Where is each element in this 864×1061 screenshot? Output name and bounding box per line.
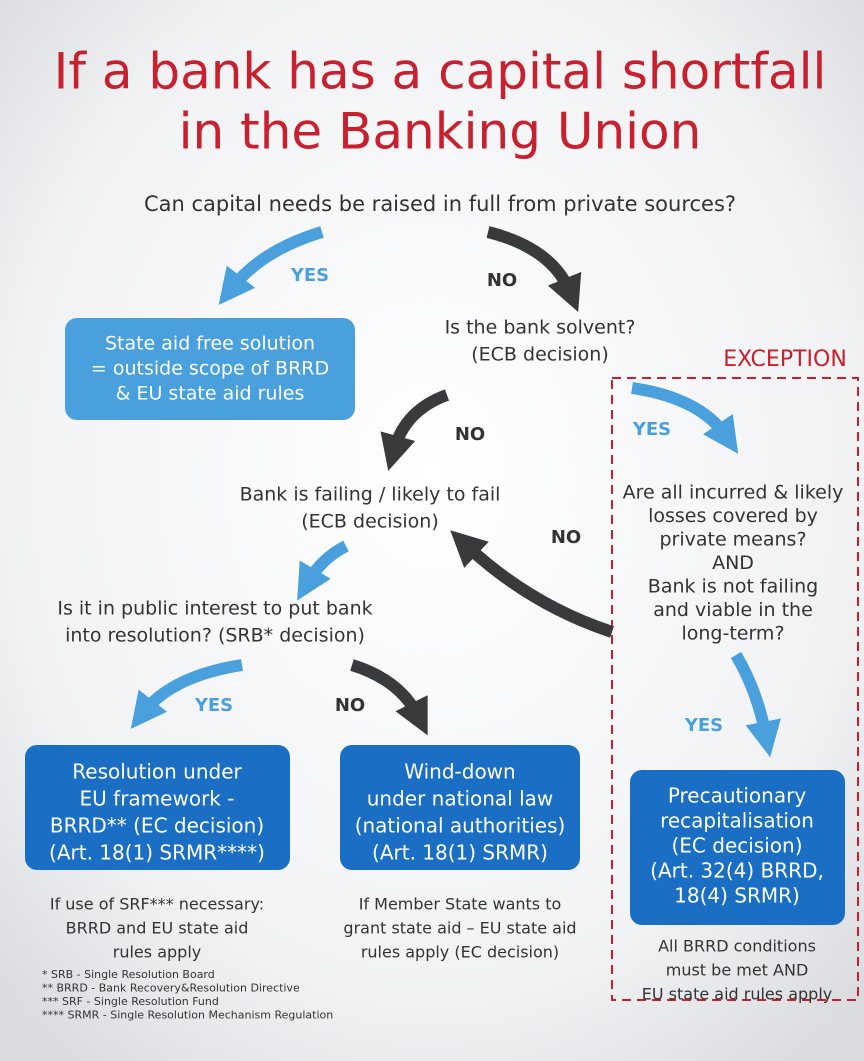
node-text: Resolution under — [72, 760, 242, 784]
node-text: Wind-down — [404, 760, 515, 784]
footnote: ** BRRD - Bank Recovery&Resolution Direc… — [42, 982, 300, 995]
branch-label: NO — [551, 527, 581, 548]
branch-label: YES — [632, 419, 671, 440]
arrow — [730, 651, 781, 758]
branch-label: NO — [335, 695, 365, 716]
node-text: State aid free solution — [105, 333, 315, 355]
footnote: **** SRMR - Single Resolution Mechanism … — [42, 1009, 333, 1022]
box-resolution — [25, 745, 290, 870]
note: All BRRD conditions — [658, 937, 816, 956]
node-text: Are all incurred & likely — [623, 482, 844, 504]
node-text: & EU state aid rules — [116, 383, 305, 405]
branch-label: YES — [290, 265, 329, 286]
branch-label: NO — [487, 270, 517, 291]
note: If use of SRF*** necessary: — [50, 895, 264, 914]
arrow — [380, 389, 450, 471]
title: in the Banking Union — [179, 103, 702, 161]
box-state-aid-free — [65, 318, 355, 420]
branch-label: YES — [194, 695, 233, 716]
arrow — [297, 540, 349, 601]
node-text: and viable in the — [653, 599, 813, 621]
arrow — [350, 659, 428, 736]
arrow — [130, 659, 243, 730]
node-text: under national law — [367, 787, 554, 811]
box-precautionary — [630, 770, 845, 925]
node-text: long-term? — [681, 623, 784, 645]
exception-frame — [611, 377, 859, 1001]
node-text: recapitalisation — [660, 809, 814, 833]
branch-label: NO — [455, 424, 485, 445]
arrow — [486, 226, 582, 312]
note: EU state aid rules apply — [642, 985, 832, 1004]
node-text: (EC decision) — [671, 834, 802, 858]
node-text: = outside scope of BRRD — [91, 358, 329, 380]
node-text: EU framework - — [80, 787, 235, 811]
note: must be met AND — [666, 961, 809, 980]
node-text: Bank is failing / likely to fail — [240, 484, 501, 506]
node-text: (Art. 32(4) BRRD, — [650, 859, 824, 883]
footnote: *** SRF - Single Resolution Fund — [42, 995, 219, 1008]
arrow — [450, 530, 614, 638]
note: rules apply (EC decision) — [361, 943, 559, 962]
note: BRRD and EU state aid — [66, 919, 249, 938]
node-text: (Art. 18(1) SRMR****) — [49, 841, 265, 865]
arrow — [218, 226, 324, 305]
exception-label: EXCEPTION — [723, 347, 847, 372]
arrow — [631, 382, 739, 454]
node-text: Is it in public interest to put bank — [57, 598, 372, 620]
note: If Member State wants to — [359, 895, 562, 914]
node-text: private means? — [659, 529, 806, 551]
node-text: (ECB decision) — [471, 344, 609, 366]
footnote: * SRB - Single Resolution Board — [42, 968, 215, 981]
node-text: into resolution? (SRB* decision) — [65, 625, 365, 647]
node-text: losses covered by — [648, 505, 818, 527]
node-text: (ECB decision) — [301, 511, 439, 533]
node-text: AND — [712, 552, 754, 574]
node-text: BRRD** (EC decision) — [50, 814, 264, 838]
node-text: 18(4) SRMR) — [674, 884, 800, 908]
node-text: Precautionary — [668, 784, 807, 808]
node-text: (national authorities) — [355, 814, 566, 838]
question: Can capital needs be raised in full from… — [144, 192, 736, 216]
branch-label: YES — [684, 715, 723, 736]
note: rules apply — [113, 943, 201, 962]
node-text: Is the bank solvent? — [445, 317, 636, 339]
title: If a bank has a capital shortfall — [54, 43, 827, 101]
note: grant state aid – EU state aid — [343, 919, 576, 938]
box-wind-down — [340, 745, 580, 870]
node-text: (Art. 18(1) SRMR) — [372, 841, 548, 865]
node-text: Bank is not failing — [648, 576, 818, 598]
